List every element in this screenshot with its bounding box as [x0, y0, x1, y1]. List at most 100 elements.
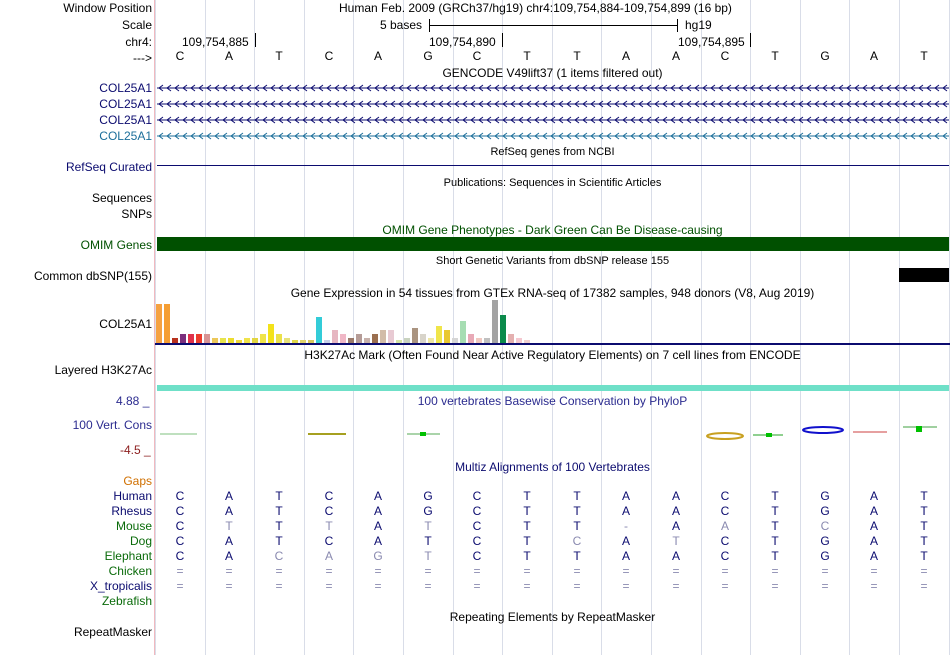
gtex-bar[interactable]	[340, 334, 346, 343]
gene-feature[interactable]	[157, 115, 950, 125]
omim-genes-label[interactable]: OMIM Genes	[80, 238, 152, 252]
gtex-bar[interactable]	[300, 340, 306, 343]
gtex-bar[interactable]	[476, 338, 482, 343]
snps-label[interactable]: SNPs	[121, 207, 152, 221]
omim-gene-bar[interactable]	[157, 237, 949, 251]
alignment-base: =	[374, 579, 382, 593]
species-label[interactable]: Rhesus	[111, 504, 152, 518]
gaps-label[interactable]: Gaps	[123, 474, 152, 488]
gtex-bar[interactable]	[516, 338, 522, 343]
gtex-bar[interactable]	[524, 340, 530, 343]
gtex-bar[interactable]	[220, 338, 226, 343]
gtex-bar[interactable]	[508, 334, 514, 343]
gtex-bar[interactable]	[404, 338, 410, 343]
gtex-bar[interactable]	[380, 330, 386, 343]
gtex-expression-bars[interactable]	[156, 300, 556, 343]
gtex-label[interactable]: COL25A1	[99, 317, 152, 331]
strand-label[interactable]: --->	[133, 51, 152, 65]
h3k27ac-signal[interactable]	[157, 385, 949, 391]
species-label[interactable]: Zebrafish	[101, 594, 152, 608]
alignment-base: C	[324, 504, 334, 518]
alignment-base: =	[771, 564, 779, 578]
phylop-signal[interactable]	[155, 420, 950, 445]
gtex-bar[interactable]	[420, 334, 426, 343]
gtex-bar[interactable]	[252, 338, 258, 343]
gtex-bar[interactable]	[196, 334, 202, 343]
gtex-bar[interactable]	[396, 340, 402, 343]
gtex-bar[interactable]	[348, 338, 354, 343]
gtex-bar[interactable]	[412, 328, 418, 343]
grid-line	[651, 0, 652, 655]
gtex-bar[interactable]	[460, 321, 466, 343]
gtex-bar[interactable]	[276, 334, 282, 343]
alignment-base: =	[225, 579, 233, 593]
gtex-bar[interactable]	[180, 334, 186, 343]
gtex-bar[interactable]	[292, 340, 298, 343]
gtex-bar[interactable]	[324, 340, 330, 343]
gtex-bar[interactable]	[468, 334, 474, 343]
gtex-bar[interactable]	[316, 317, 322, 343]
species-label[interactable]: Human	[113, 489, 152, 503]
dbsnp-label[interactable]: Common dbSNP(155)	[33, 269, 152, 283]
gtex-bar[interactable]	[228, 338, 234, 343]
gene-label[interactable]: COL25A1	[99, 129, 152, 143]
gene-feature[interactable]	[157, 99, 950, 109]
coord-tick-2	[502, 33, 503, 47]
repeatmasker-label[interactable]: RepeatMasker	[73, 625, 152, 639]
gtex-bar[interactable]	[172, 338, 178, 343]
species-label[interactable]: X_tropicalis	[89, 579, 152, 593]
gtex-bar[interactable]	[268, 324, 274, 343]
species-label[interactable]: Dog	[129, 534, 152, 548]
gtex-bar[interactable]	[444, 330, 450, 343]
gene-feature[interactable]	[157, 131, 950, 141]
gtex-bar[interactable]	[372, 334, 378, 343]
gtex-bar[interactable]	[428, 338, 434, 343]
gene-label[interactable]: COL25A1	[99, 97, 152, 111]
gtex-bar[interactable]	[484, 338, 490, 343]
scale-label[interactable]: Scale	[121, 18, 152, 32]
alignment-base: C	[472, 534, 482, 548]
gtex-bar[interactable]	[236, 340, 242, 343]
alignment-base: C	[472, 489, 482, 503]
alignment-base: A	[373, 534, 382, 548]
gtex-bar[interactable]	[188, 334, 194, 343]
gtex-bar[interactable]	[156, 304, 162, 343]
species-label[interactable]: Mouse	[115, 519, 152, 533]
gtex-bar[interactable]	[260, 334, 266, 343]
gtex-bar[interactable]	[244, 338, 250, 343]
h3k27ac-label[interactable]: Layered H3K27Ac	[54, 363, 152, 377]
gtex-bar[interactable]	[204, 334, 210, 343]
gtex-bar[interactable]	[212, 338, 218, 343]
gtex-bar[interactable]	[500, 315, 506, 343]
alignment-base: A	[869, 549, 878, 563]
base-letter: T	[573, 49, 581, 63]
grid-line	[353, 0, 354, 655]
gtex-bar[interactable]	[332, 330, 338, 343]
gtex-bar[interactable]	[492, 300, 498, 343]
refseq-gene-line[interactable]	[157, 165, 949, 166]
gtex-bar[interactable]	[164, 304, 170, 343]
species-label[interactable]: Chicken	[108, 564, 152, 578]
phylop-label[interactable]: 100 Vert. Cons	[72, 418, 152, 432]
gtex-bar[interactable]	[364, 338, 370, 343]
species-label[interactable]: Elephant	[104, 549, 152, 563]
window-position-label[interactable]: Window Position	[63, 1, 152, 15]
dbsnp-variant[interactable]	[899, 268, 949, 282]
gtex-bar[interactable]	[452, 338, 458, 343]
alignment-base: =	[523, 564, 531, 578]
gtex-bar[interactable]	[436, 326, 442, 343]
chr-label[interactable]: chr4:	[125, 35, 152, 49]
base-letter: C	[175, 49, 185, 63]
gene-feature[interactable]	[157, 83, 950, 93]
alignment-base: G	[423, 489, 433, 503]
gene-label[interactable]: COL25A1	[99, 113, 152, 127]
refseq-curated-label[interactable]: RefSeq Curated	[65, 160, 152, 174]
gtex-bar[interactable]	[388, 330, 394, 343]
gene-label[interactable]: COL25A1	[99, 81, 152, 95]
sequences-label[interactable]: Sequences	[91, 191, 152, 205]
alignment-base: A	[869, 519, 878, 533]
gtex-bar[interactable]	[356, 334, 362, 343]
gtex-bar[interactable]	[308, 340, 314, 343]
alignment-base: A	[621, 489, 630, 503]
gtex-bar[interactable]	[284, 338, 290, 343]
